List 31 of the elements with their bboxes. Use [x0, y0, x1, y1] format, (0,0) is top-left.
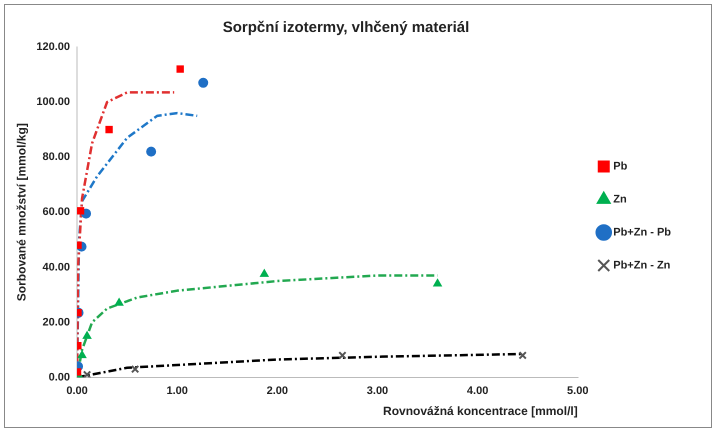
- x-tick-label: 3.00: [366, 385, 388, 398]
- y-tick-label: 100.00: [36, 96, 70, 108]
- x-tick-label: 4.00: [466, 385, 488, 398]
- point: [82, 370, 92, 378]
- point: [338, 351, 347, 360]
- y-tick-label: 80.00: [42, 151, 70, 164]
- y-tick-label: 0.00: [48, 371, 70, 384]
- y-tick-label: 40.00: [42, 261, 70, 274]
- point: [260, 269, 269, 277]
- x-tick-label: 0.00: [66, 385, 88, 398]
- legend-label: Pb+Zn - Zn: [613, 260, 671, 272]
- point: [114, 298, 124, 306]
- x-axis-title: Rovnovážná koncentrace [mmol/l]: [383, 404, 578, 418]
- point: [130, 364, 140, 374]
- y-tick-label: 20.00: [42, 316, 70, 328]
- y-tick-label: 120.00: [36, 41, 70, 54]
- y-axis-title: Sorbované množství [mmol/kg]: [14, 123, 29, 302]
- x-tick-label: 2.00: [266, 385, 288, 398]
- point: [146, 146, 156, 157]
- point: [82, 331, 92, 339]
- point: [78, 350, 86, 358]
- point: [518, 351, 527, 360]
- chart-title: Sorpční izotermy, vlhčený materiál: [222, 19, 470, 36]
- legend-label: Pb: [613, 160, 628, 173]
- x-tick-label: 5.00: [567, 385, 588, 398]
- point: [198, 78, 208, 88]
- x-tick-label: 1.00: [166, 385, 188, 398]
- legend-label: Pb+Zn - Pb: [613, 226, 672, 239]
- point: [433, 278, 442, 287]
- y-tick-label: 60.00: [42, 206, 70, 218]
- legend-label: Zn: [613, 194, 627, 206]
